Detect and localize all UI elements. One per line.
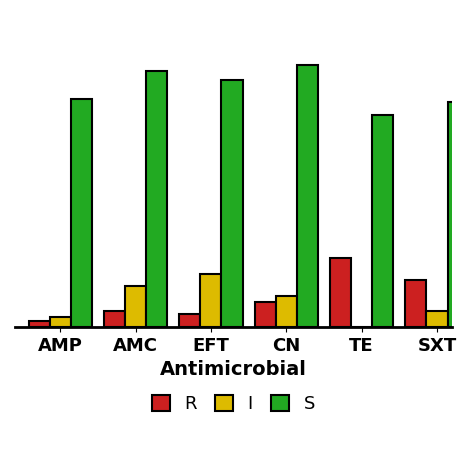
Bar	[28, 320, 50, 327]
Bar	[297, 65, 318, 327]
Bar	[125, 286, 146, 327]
Bar	[372, 115, 393, 327]
Bar	[71, 99, 92, 327]
Bar	[427, 311, 447, 327]
Bar	[104, 311, 125, 327]
X-axis label: Antimicrobial: Antimicrobial	[160, 360, 307, 379]
Legend: R, I, S: R, I, S	[143, 386, 324, 422]
Bar	[447, 102, 469, 327]
Bar	[276, 296, 297, 327]
Bar	[330, 258, 351, 327]
Bar	[405, 280, 427, 327]
Bar	[255, 302, 276, 327]
Bar	[201, 274, 221, 327]
Bar	[50, 318, 71, 327]
Bar	[179, 314, 201, 327]
Bar	[146, 71, 167, 327]
Bar	[221, 81, 243, 327]
